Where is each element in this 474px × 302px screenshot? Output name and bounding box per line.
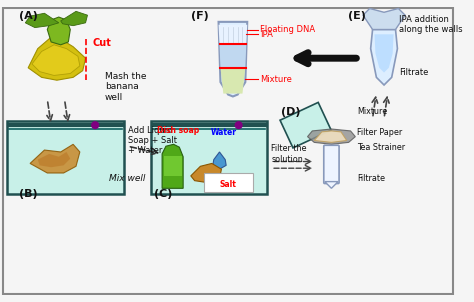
Polygon shape xyxy=(191,163,221,183)
Text: (B): (B) xyxy=(18,189,37,199)
Text: Floating DNA: Floating DNA xyxy=(260,25,315,34)
Text: Filtrate: Filtrate xyxy=(357,174,385,183)
Polygon shape xyxy=(213,152,226,169)
Polygon shape xyxy=(162,144,183,188)
Circle shape xyxy=(235,122,242,129)
Polygon shape xyxy=(30,144,80,173)
Text: Filtrate: Filtrate xyxy=(400,68,428,77)
Polygon shape xyxy=(314,131,347,142)
FancyBboxPatch shape xyxy=(324,145,339,184)
Text: (D): (D) xyxy=(281,107,300,117)
Text: (E): (E) xyxy=(348,11,365,21)
Text: Mixture: Mixture xyxy=(357,107,388,116)
Polygon shape xyxy=(220,68,246,94)
Text: Cut: Cut xyxy=(92,38,111,48)
Polygon shape xyxy=(61,11,88,26)
Text: Mix well: Mix well xyxy=(109,174,145,183)
Polygon shape xyxy=(38,152,70,167)
FancyBboxPatch shape xyxy=(204,173,253,192)
Polygon shape xyxy=(371,30,397,85)
Polygon shape xyxy=(363,8,405,30)
Text: Filter the
solution: Filter the solution xyxy=(271,144,307,164)
Text: Add Liquid
Soap + Salt
+ Water: Add Liquid Soap + Salt + Water xyxy=(128,126,177,155)
Text: (C): (C) xyxy=(155,189,173,199)
Text: Water: Water xyxy=(210,128,237,137)
Polygon shape xyxy=(219,44,246,68)
Text: Filter Paper: Filter Paper xyxy=(357,128,402,137)
Polygon shape xyxy=(219,25,247,44)
Text: Dish soap: Dish soap xyxy=(157,127,200,135)
Polygon shape xyxy=(374,34,393,72)
Polygon shape xyxy=(325,182,338,188)
Text: (A): (A) xyxy=(18,11,37,21)
Text: Salt: Salt xyxy=(219,180,237,189)
Circle shape xyxy=(92,122,99,129)
Polygon shape xyxy=(47,17,70,45)
FancyBboxPatch shape xyxy=(7,121,124,194)
Text: Mash the
banana
well: Mash the banana well xyxy=(105,72,146,102)
Polygon shape xyxy=(308,129,356,144)
Text: Mixture: Mixture xyxy=(260,75,292,84)
Text: IPA addition
along the walls: IPA addition along the walls xyxy=(400,15,463,34)
FancyBboxPatch shape xyxy=(3,8,453,294)
Polygon shape xyxy=(25,13,59,27)
Polygon shape xyxy=(28,37,86,80)
FancyBboxPatch shape xyxy=(164,156,182,176)
Polygon shape xyxy=(32,45,80,76)
Text: Tea Strainer: Tea Strainer xyxy=(357,143,405,152)
Text: IPA: IPA xyxy=(260,30,273,39)
Text: (F): (F) xyxy=(191,11,209,21)
Polygon shape xyxy=(280,102,331,148)
Polygon shape xyxy=(219,22,247,96)
FancyBboxPatch shape xyxy=(151,121,267,194)
